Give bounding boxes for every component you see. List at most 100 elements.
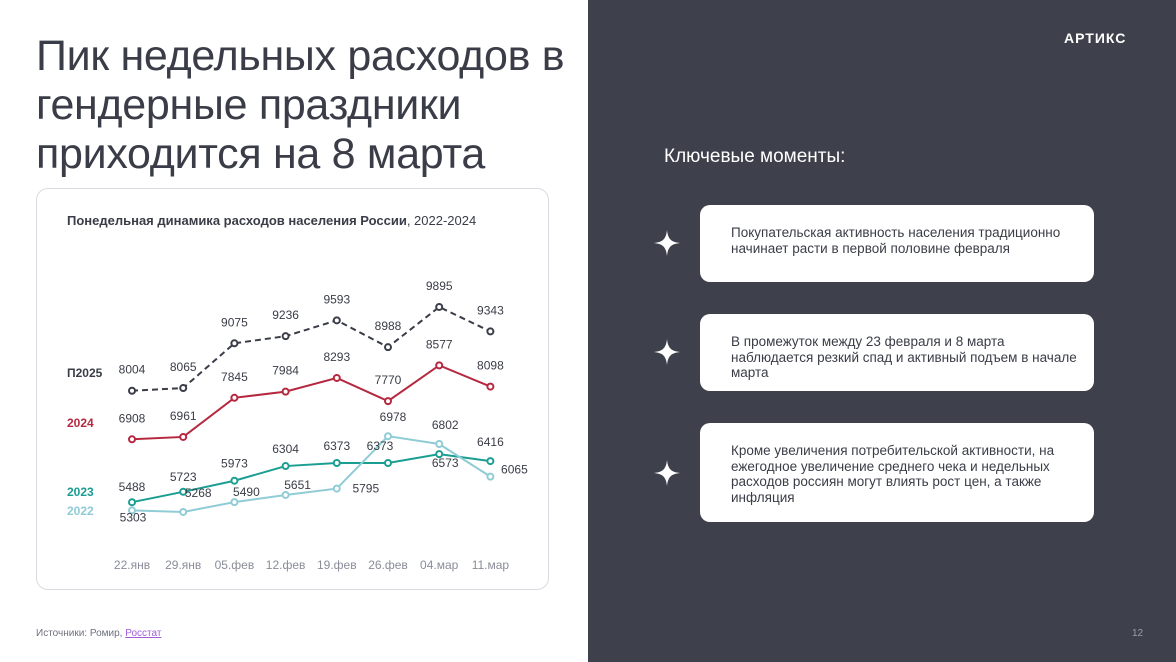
key-point-card: В промежуток между 23 февраля и 8 марта … xyxy=(700,314,1094,391)
data-label: 7984 xyxy=(272,364,299,378)
legend-label: 2022 xyxy=(67,504,94,518)
data-point xyxy=(230,476,239,485)
legend-label: П2025 xyxy=(67,366,103,380)
data-point xyxy=(435,450,444,459)
data-label: 8004 xyxy=(119,363,146,377)
data-label: 6065 xyxy=(501,463,528,477)
data-label: 5490 xyxy=(233,485,260,499)
line-chart: 22.янв 29.янв 05.фев 12.фев 19.фев 26.фев 04.м… xyxy=(67,279,528,572)
data-point xyxy=(230,393,239,402)
data-label: 5303 xyxy=(120,510,147,524)
series-line xyxy=(131,435,491,513)
key-point-card: Кроме увеличения потребительской активно… xyxy=(700,423,1094,522)
data-label: 6304 xyxy=(272,442,299,456)
data-point xyxy=(281,387,290,396)
star-icon xyxy=(654,339,680,365)
data-label: 7770 xyxy=(375,373,402,387)
data-point xyxy=(281,332,290,341)
data-point xyxy=(486,382,495,391)
series-line xyxy=(131,453,491,504)
data-label: 6802 xyxy=(432,418,459,432)
star-icon xyxy=(654,230,680,256)
data-label: 8293 xyxy=(323,350,350,364)
data-point xyxy=(179,507,188,516)
data-point xyxy=(332,458,341,467)
key-point-text: Кроме увеличения потребительской активно… xyxy=(731,443,1055,505)
data-point xyxy=(332,373,341,382)
data-point xyxy=(435,361,444,370)
legend-label: 2024 xyxy=(67,416,94,430)
x-tick-label: 04.мар xyxy=(420,558,459,572)
chart-card: Понедельная динамика расходов населения … xyxy=(36,188,549,590)
star-icon xyxy=(654,460,680,486)
data-point xyxy=(230,339,239,348)
source-prefix: Источники: Ромир, xyxy=(36,628,126,639)
data-point xyxy=(435,439,444,448)
data-label: 5651 xyxy=(284,478,311,492)
key-point-text: В промежуток между 23 февраля и 8 марта … xyxy=(731,334,1077,380)
x-tick-label: 05.фев xyxy=(215,558,255,572)
source-note: Источники: Ромир, Росстат xyxy=(36,628,161,639)
chart-title: Понедельная динамика расходов населения … xyxy=(67,213,476,228)
data-point xyxy=(384,343,392,352)
data-point xyxy=(281,462,290,471)
data-label: 6908 xyxy=(119,411,146,425)
data-label: 8988 xyxy=(375,319,402,333)
data-point xyxy=(179,432,188,441)
data-point xyxy=(486,457,495,466)
x-tick-label: 11.мар xyxy=(472,558,510,572)
data-point xyxy=(128,435,136,444)
key-points-title: Ключевые моменты: xyxy=(664,146,846,167)
data-label: 5723 xyxy=(170,470,197,484)
data-point xyxy=(384,397,392,406)
data-point xyxy=(384,432,392,441)
artiks-logo: АРТИКС xyxy=(1064,30,1127,46)
data-label: 5795 xyxy=(352,482,379,496)
data-point xyxy=(179,487,188,496)
data-point xyxy=(128,386,136,395)
key-point-card: Покупательская активность населения трад… xyxy=(700,205,1094,282)
data-label: 8577 xyxy=(426,337,453,351)
data-point xyxy=(281,490,290,499)
data-label: 8065 xyxy=(170,360,197,374)
data-label: 6373 xyxy=(367,439,394,453)
data-point xyxy=(332,316,341,325)
left-panel: Пик недельных расходов в гендерные празд… xyxy=(36,32,565,639)
data-point xyxy=(435,302,444,311)
data-label: 9895 xyxy=(426,279,453,293)
legend-label: 2023 xyxy=(67,485,94,499)
data-point xyxy=(230,498,239,507)
source-link-rosstat[interactable]: Росстат xyxy=(125,628,162,639)
series-line xyxy=(131,364,491,441)
key-point-text: Покупательская активность населения трад… xyxy=(731,225,1061,256)
x-tick-label: 22.янв xyxy=(114,558,150,572)
data-point xyxy=(384,458,392,467)
data-label: 9343 xyxy=(477,303,504,317)
data-label: 6416 xyxy=(477,435,504,449)
data-label: 6373 xyxy=(323,439,350,453)
chart-title-years: , 2022-2024 xyxy=(406,213,477,228)
data-label: 6961 xyxy=(170,409,197,423)
series-line xyxy=(131,305,491,392)
x-tick-label: 12.фев xyxy=(266,558,306,572)
data-label: 7845 xyxy=(221,370,248,384)
data-label: 5268 xyxy=(185,486,212,500)
data-point xyxy=(128,506,136,515)
x-tick-label: 26.фев xyxy=(368,558,408,572)
chart-title-bold: Понедельная динамика расходов населения … xyxy=(67,213,407,228)
data-label: 9593 xyxy=(323,292,350,306)
data-point xyxy=(486,472,495,481)
data-label: 6573 xyxy=(432,456,459,470)
page-title: Пик недельных расходов в гендерные празд… xyxy=(36,32,565,178)
data-point xyxy=(128,498,136,507)
data-point xyxy=(332,484,341,493)
data-label: 9236 xyxy=(272,308,299,322)
page-number: 12 xyxy=(1132,628,1144,639)
data-label: 5488 xyxy=(119,480,146,494)
data-label: 5973 xyxy=(221,457,248,471)
data-label: 9075 xyxy=(221,315,248,329)
x-tick-label: 19.фев xyxy=(317,558,357,572)
data-point xyxy=(179,384,188,393)
data-label: 6978 xyxy=(380,410,407,424)
data-point xyxy=(486,327,495,336)
